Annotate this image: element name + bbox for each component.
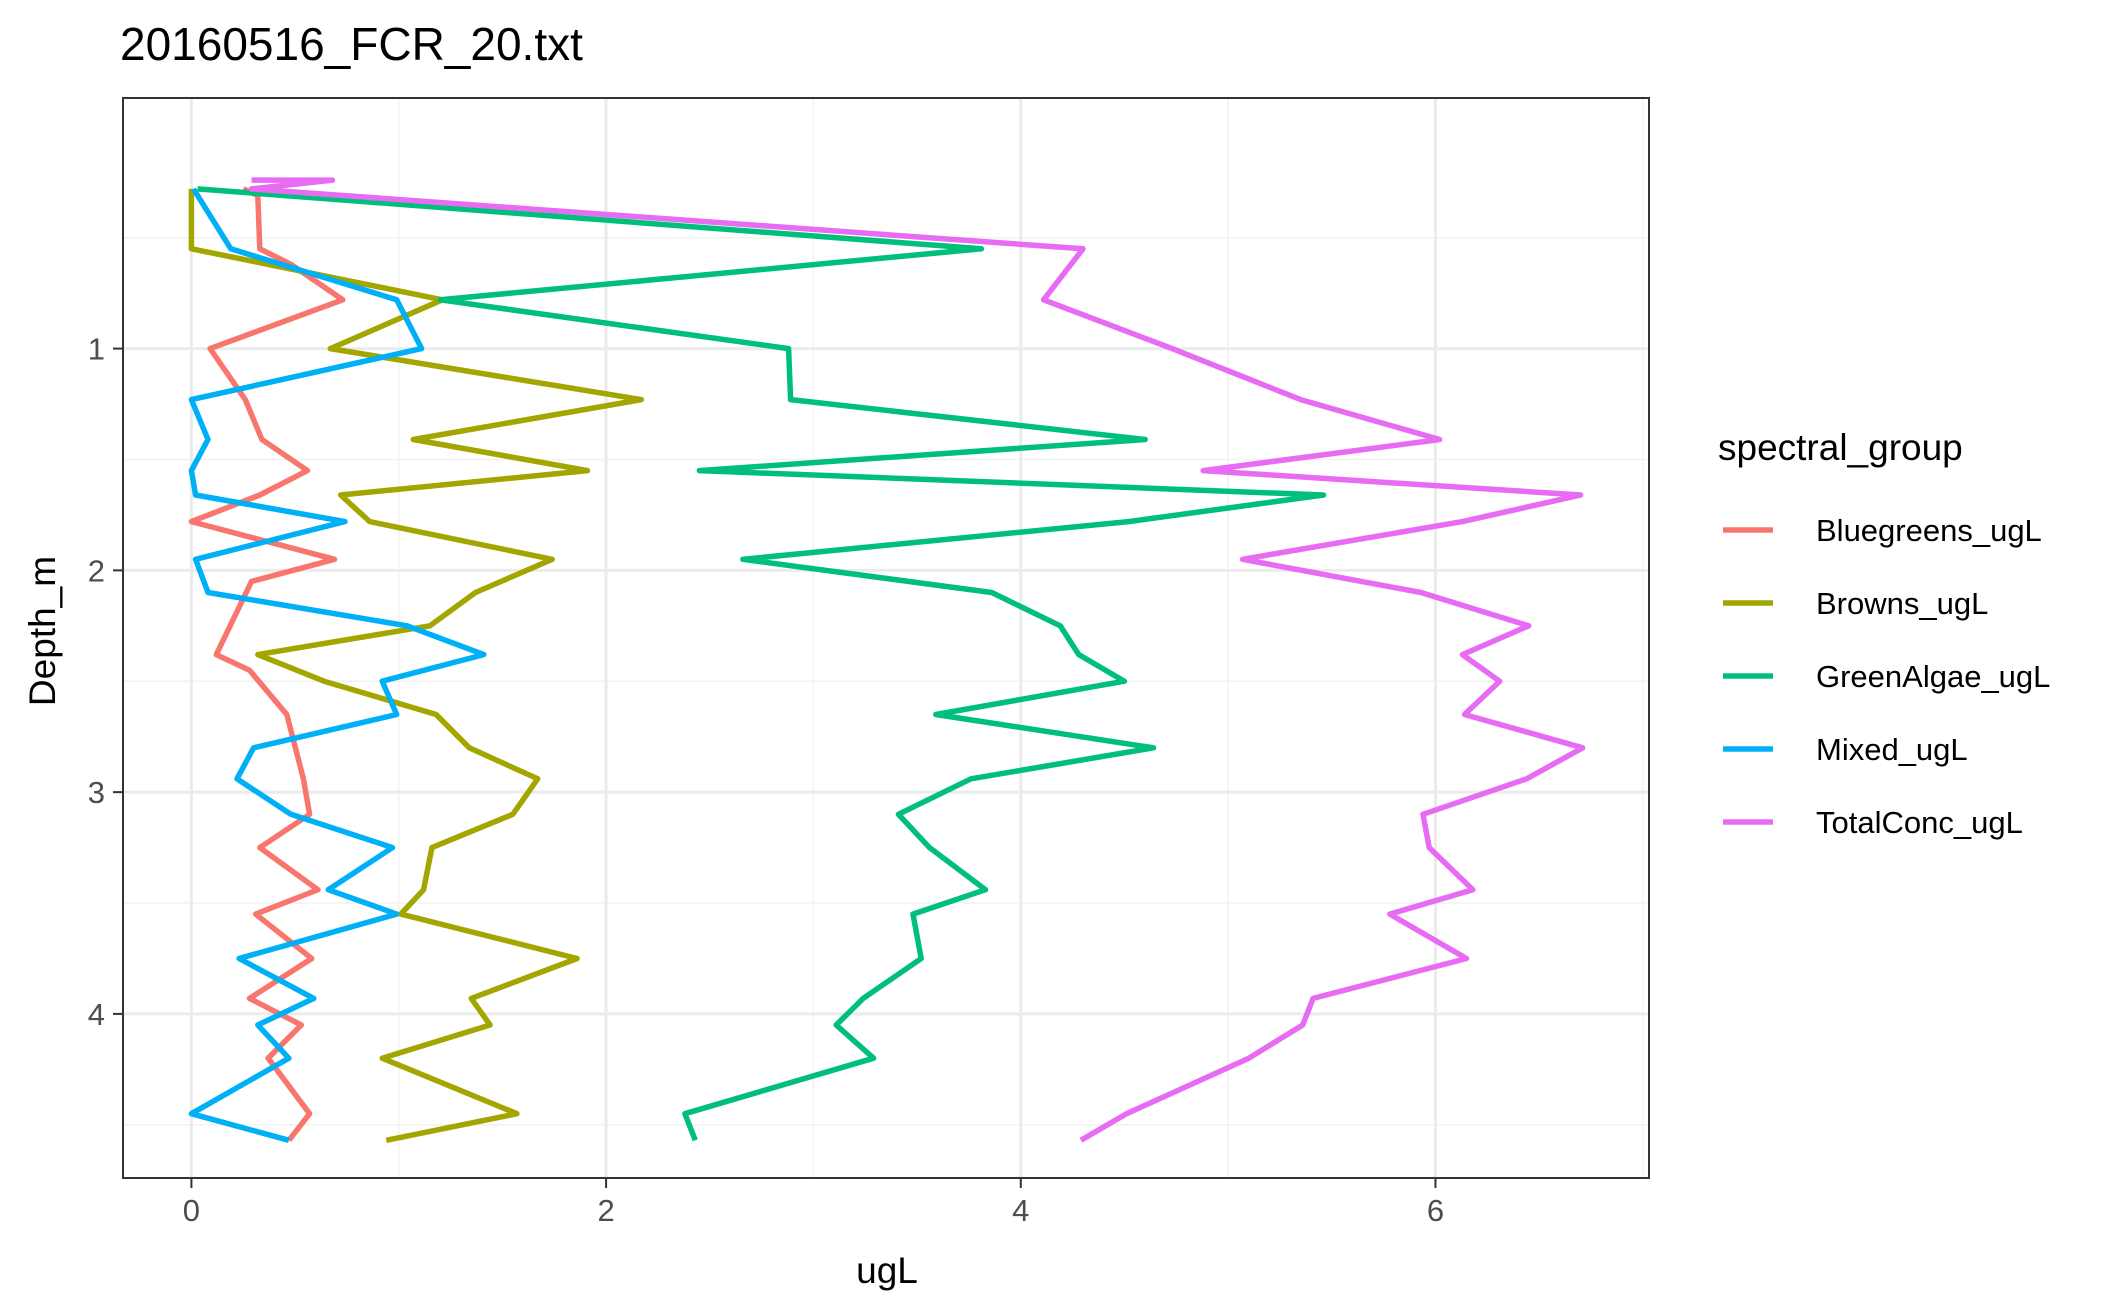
y-tick-label: 1 [88,332,105,367]
plot-border [122,97,1650,1179]
legend-label: Mixed_ugL [1816,732,1968,767]
legend-label: Bluegreens_ugL [1816,513,2042,548]
y-axis-title: Depth_m [22,556,63,706]
x-axis: 0 2 4 6 [183,1178,1444,1228]
legend: spectral_group Bluegreens_ugL Browns_ugL G… [1718,427,2050,840]
legend-label: TotalConc_ugL [1816,805,2023,840]
y-tick-label: 4 [88,997,105,1032]
plot-background [123,98,1649,1178]
legend-items: Bluegreens_ugL Browns_ugL GreenAlgae_ugL Mi… [1723,513,2050,840]
series-line-totalconc-ugl [248,177,1586,1143]
series-line-browns-ugl [188,188,645,1143]
legend-item: Mixed_ugL [1723,732,1968,767]
series-line-bluegreens-ugl [188,186,346,1142]
x-tick-label: 4 [1012,1193,1029,1228]
y-axis: 1 2 3 4 [88,332,123,1032]
legend-item: TotalConc_ugL [1723,805,2023,840]
grid-major [123,98,1649,1178]
series-line-mixed-ugl [188,187,487,1143]
legend-label: Browns_ugL [1816,586,1988,621]
legend-title: spectral_group [1718,427,1963,468]
x-axis-title: ugL [856,1250,918,1291]
legend-item: Browns_ugL [1723,586,1988,621]
x-tick-label: 2 [597,1193,614,1228]
series-lines [188,177,1586,1143]
legend-item: Bluegreens_ugL [1723,513,2042,548]
series-line-greenalgae-ugl [197,186,1327,1142]
y-tick-label: 3 [88,775,105,810]
legend-item: GreenAlgae_ugL [1723,659,2050,694]
x-tick-label: 6 [1427,1193,1444,1228]
y-tick-label: 2 [88,553,105,588]
x-tick-label: 0 [183,1193,200,1228]
legend-label: GreenAlgae_ugL [1816,659,2050,694]
plot-panel [122,97,1650,1179]
chart-title: 20160516_FCR_20.txt [120,18,583,70]
